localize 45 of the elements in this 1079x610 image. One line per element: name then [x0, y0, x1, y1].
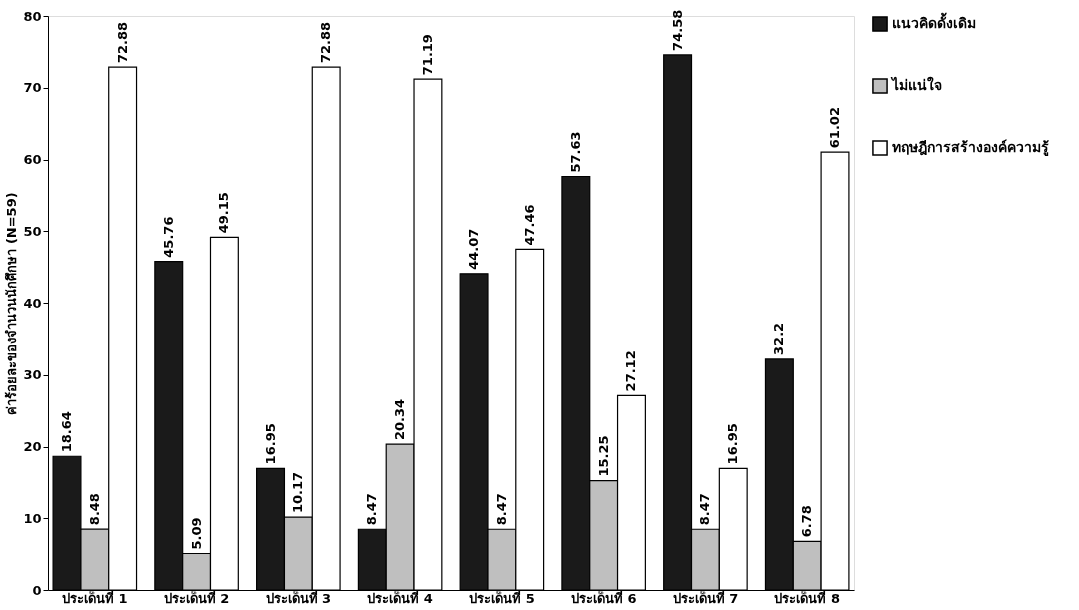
data-label: 8.47 — [697, 493, 713, 526]
y-tick-label: 80 — [23, 8, 42, 24]
legend-label: ไม่แน่ใจ — [890, 76, 942, 93]
data-label: 10.17 — [290, 471, 306, 514]
x-tick-label: ประเด็นที่ 2 — [163, 588, 230, 606]
x-tick-label: ประเด็นที่ 1 — [62, 588, 128, 606]
data-label: 15.25 — [595, 435, 611, 477]
data-label: 72.88 — [114, 21, 130, 64]
data-label: 72.88 — [318, 21, 334, 64]
data-label: 32.2 — [771, 322, 787, 355]
data-label: 6.78 — [799, 505, 815, 538]
data-label: 57.63 — [567, 131, 583, 173]
data-label: 27.12 — [623, 350, 639, 392]
data-label: 8.48 — [86, 493, 102, 526]
data-label: 20.34 — [392, 398, 408, 441]
data-label: 71.19 — [419, 34, 435, 76]
x-tick-label: ประเด็นที่ 5 — [469, 588, 535, 606]
x-tick-label: ประเด็นที่ 8 — [774, 588, 840, 606]
data-label: 16.95 — [262, 423, 278, 465]
y-tick-label: 20 — [23, 439, 42, 454]
data-label: 8.47 — [364, 493, 380, 526]
data-label: 16.95 — [725, 423, 741, 465]
data-label: 5.09 — [188, 517, 204, 550]
y-tick-label: 40 — [23, 295, 42, 311]
x-tick-label: ประเด็นที่ 4 — [367, 588, 433, 606]
data-label: 74.58 — [669, 9, 685, 51]
data-label: 18.64 — [59, 411, 74, 453]
x-tick-label: ประเด็นที่ 6 — [570, 588, 637, 606]
data-label: 61.02 — [827, 107, 842, 149]
y-tick-label: 30 — [23, 367, 42, 383]
legend-label: แนวคิดดั้งเดิม — [892, 12, 976, 31]
data-label: 44.07 — [466, 228, 482, 270]
data-label: 49.15 — [216, 192, 232, 234]
x-tick-label: ประเด็นที่ 3 — [265, 588, 332, 606]
y-axis-title: ค่าร้อยละของจำนวนนักศึกษา (N=59) — [4, 192, 20, 415]
y-tick-label: 10 — [23, 510, 42, 526]
y-tick-label: 70 — [23, 80, 42, 96]
data-label: 47.46 — [521, 204, 537, 246]
x-tick-label: ประเด็นที่ 7 — [672, 588, 739, 606]
data-label: 8.47 — [493, 493, 509, 526]
data-label: 45.76 — [160, 216, 176, 258]
y-tick-label: 50 — [23, 223, 42, 239]
y-tick-label: 0 — [32, 582, 42, 598]
y-tick-label: 60 — [23, 152, 42, 167]
legend-label: ทฤษฎีการสร้างองค์ความรู้ — [892, 139, 1049, 156]
